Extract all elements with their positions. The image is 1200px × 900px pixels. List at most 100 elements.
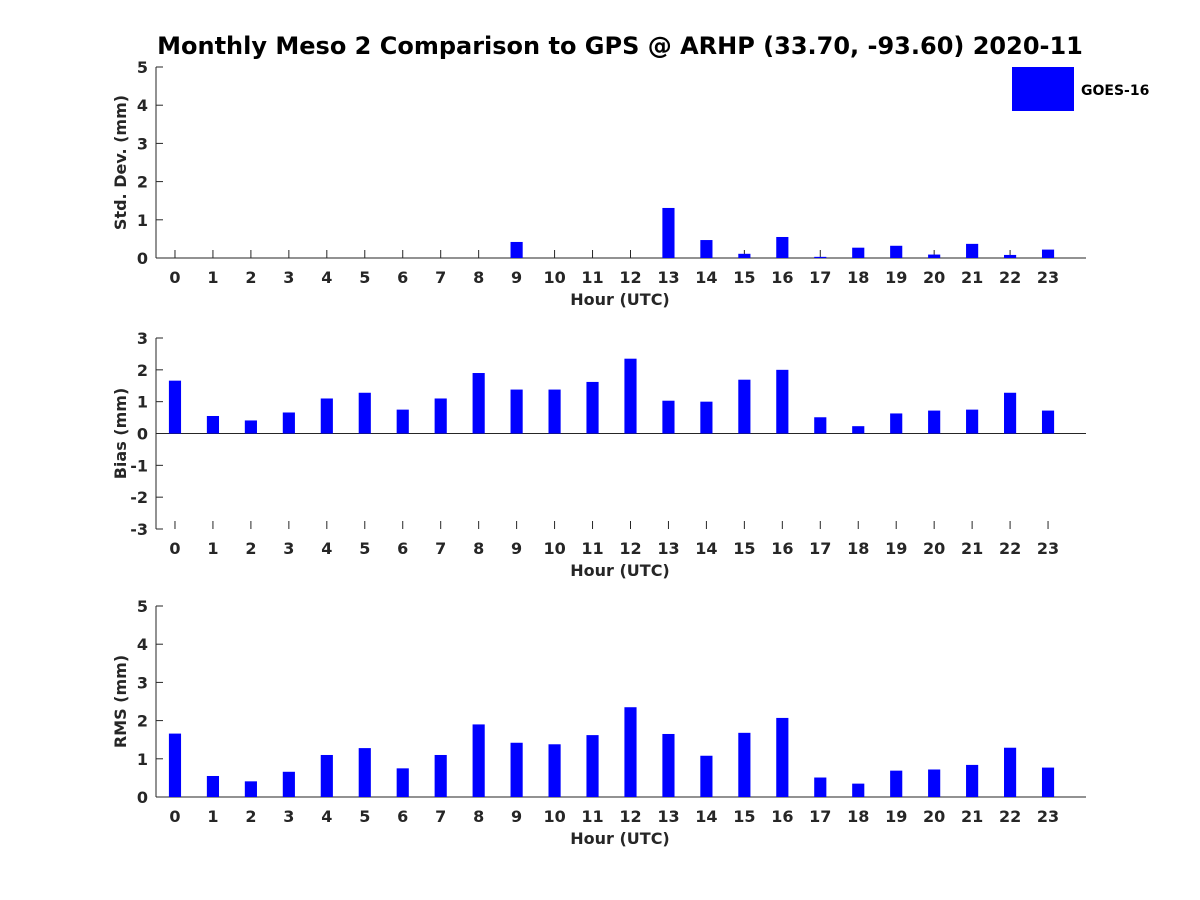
rms-x-tick-label: 11: [581, 807, 603, 826]
legend: GOES-16: [1012, 67, 1149, 111]
bias-bar-hour-17: [814, 417, 827, 434]
rms-y-tick-label: 2: [137, 712, 148, 731]
bias-y-tick-label: 0: [137, 425, 148, 444]
rms-x-tick-label: 1: [207, 807, 218, 826]
bias-bar-hour-5: [358, 392, 371, 434]
bias-bar-hour-14: [700, 401, 713, 434]
rms-bar-hour-8: [472, 724, 485, 797]
rms-bar-hour-7: [434, 754, 447, 797]
rms-x-tick-label: 8: [473, 807, 484, 826]
std-dev-bar-hour-20: [928, 254, 941, 258]
rms-x-tick-label: 16: [771, 807, 793, 826]
std-dev-x-tick-label: 18: [847, 268, 869, 287]
bias-x-tick-label: 4: [321, 539, 332, 558]
rms-x-tick-label: 12: [619, 807, 641, 826]
rms-bar-hour-4: [320, 754, 333, 797]
rms-bar-hour-17: [814, 777, 827, 797]
bias-y-tick-label: -2: [130, 488, 148, 507]
rms-bar-hour-12: [624, 707, 637, 797]
bias-bar-hour-0: [168, 380, 182, 434]
bias-x-axis-label: Hour (UTC): [570, 561, 670, 580]
std-dev-bar-hour-19: [890, 245, 903, 258]
bias-bar-hour-22: [1004, 392, 1017, 434]
rms-bar-hour-13: [662, 733, 675, 797]
rms-x-tick-label: 6: [397, 807, 408, 826]
std-dev-x-tick-label: 15: [733, 268, 755, 287]
bias-x-tick-label: 3: [283, 539, 294, 558]
bias-x-tick-label: 17: [809, 539, 831, 558]
bias-x-tick-label: 18: [847, 539, 869, 558]
bias-x-tick-label: 9: [511, 539, 522, 558]
bias-bar-hour-15: [738, 379, 751, 434]
bias-x-tick-label: 1: [207, 539, 218, 558]
std-dev-x-tick-label: 9: [511, 268, 522, 287]
bias-bar-hour-16: [776, 369, 789, 434]
legend-swatch-goes-16: [1012, 67, 1074, 111]
bias-bar-hour-10: [548, 389, 561, 434]
bias-bar-hour-6: [396, 409, 409, 434]
rms-bar-hour-6: [396, 768, 409, 797]
bias-x-tick-label: 15: [733, 539, 755, 558]
rms-y-tick-label: 5: [137, 597, 148, 616]
rms-x-tick-label: 13: [657, 807, 679, 826]
bias-y-tick-label: -3: [130, 520, 148, 539]
rms-bar-hour-14: [700, 755, 713, 797]
bias-x-tick-label: 2: [245, 539, 256, 558]
std-dev-y-tick-label: 1: [137, 211, 148, 230]
bias-x-tick-label: 0: [169, 539, 180, 558]
chart-title: Monthly Meso 2 Comparison to GPS @ ARHP …: [157, 32, 1083, 60]
std-dev-x-tick-label: 20: [923, 268, 945, 287]
rms-x-tick-label: 23: [1037, 807, 1059, 826]
std-dev-x-tick-label: 21: [961, 268, 983, 287]
bias-x-tick-label: 19: [885, 539, 907, 558]
bias-bar-hour-8: [472, 373, 485, 434]
bias-x-tick-label: 22: [999, 539, 1021, 558]
bias-y-tick-label: 3: [137, 329, 148, 348]
std-dev-y-tick-label: 2: [137, 173, 148, 192]
std-dev-x-tick-label: 0: [169, 268, 180, 287]
std-dev-bar-hour-9: [510, 241, 523, 258]
bias-bar-hour-13: [662, 400, 675, 434]
rms-bar-hour-19: [890, 770, 903, 797]
bias-x-tick-label: 21: [961, 539, 983, 558]
bias-bar-hour-11: [586, 381, 599, 434]
std-dev-x-tick-label: 3: [283, 268, 294, 287]
rms-x-tick-label: 3: [283, 807, 294, 826]
std-dev-bar-hour-21: [966, 243, 979, 258]
rms-x-tick-label: 7: [435, 807, 446, 826]
bias-x-tick-label: 11: [581, 539, 603, 558]
bias-bar-hour-21: [966, 409, 979, 434]
rms-bar-hour-11: [586, 735, 599, 797]
bias-y-tick-label: -1: [130, 456, 148, 475]
std-dev-y-axis-label: Std. Dev. (mm): [111, 95, 130, 230]
std-dev-x-tick-label: 14: [695, 268, 717, 287]
rms-bar-hour-2: [244, 781, 257, 797]
rms-y-tick-label: 3: [137, 673, 148, 692]
std-dev-bar-hour-14: [700, 240, 713, 258]
rms-y-tick-label: 4: [137, 635, 148, 654]
bias-bar-hour-18: [852, 426, 865, 434]
bias-x-tick-label: 12: [619, 539, 641, 558]
rms-bar-hour-23: [1041, 767, 1055, 797]
rms-bar-hour-1: [206, 775, 220, 797]
rms-bar-hour-20: [928, 769, 941, 797]
bias-x-tick-label: 7: [435, 539, 446, 558]
rms-bar-hour-5: [358, 748, 371, 797]
std-dev-bar-hour-17: [814, 256, 827, 258]
rms-x-tick-label: 2: [245, 807, 256, 826]
bias-x-tick-label: 6: [397, 539, 408, 558]
rms-x-tick-label: 18: [847, 807, 869, 826]
std-dev-bar-hour-13: [662, 207, 675, 258]
std-dev-y-tick-label: 0: [137, 249, 148, 268]
std-dev-x-tick-label: 5: [359, 268, 370, 287]
bias-bar-hour-19: [890, 413, 903, 434]
std-dev-x-tick-label: 11: [581, 268, 603, 287]
std-dev-y-tick-label: 4: [137, 96, 148, 115]
std-dev-y-tick-label: 3: [137, 134, 148, 153]
rms-x-tick-label: 14: [695, 807, 717, 826]
bias-y-tick-label: 1: [137, 393, 148, 412]
